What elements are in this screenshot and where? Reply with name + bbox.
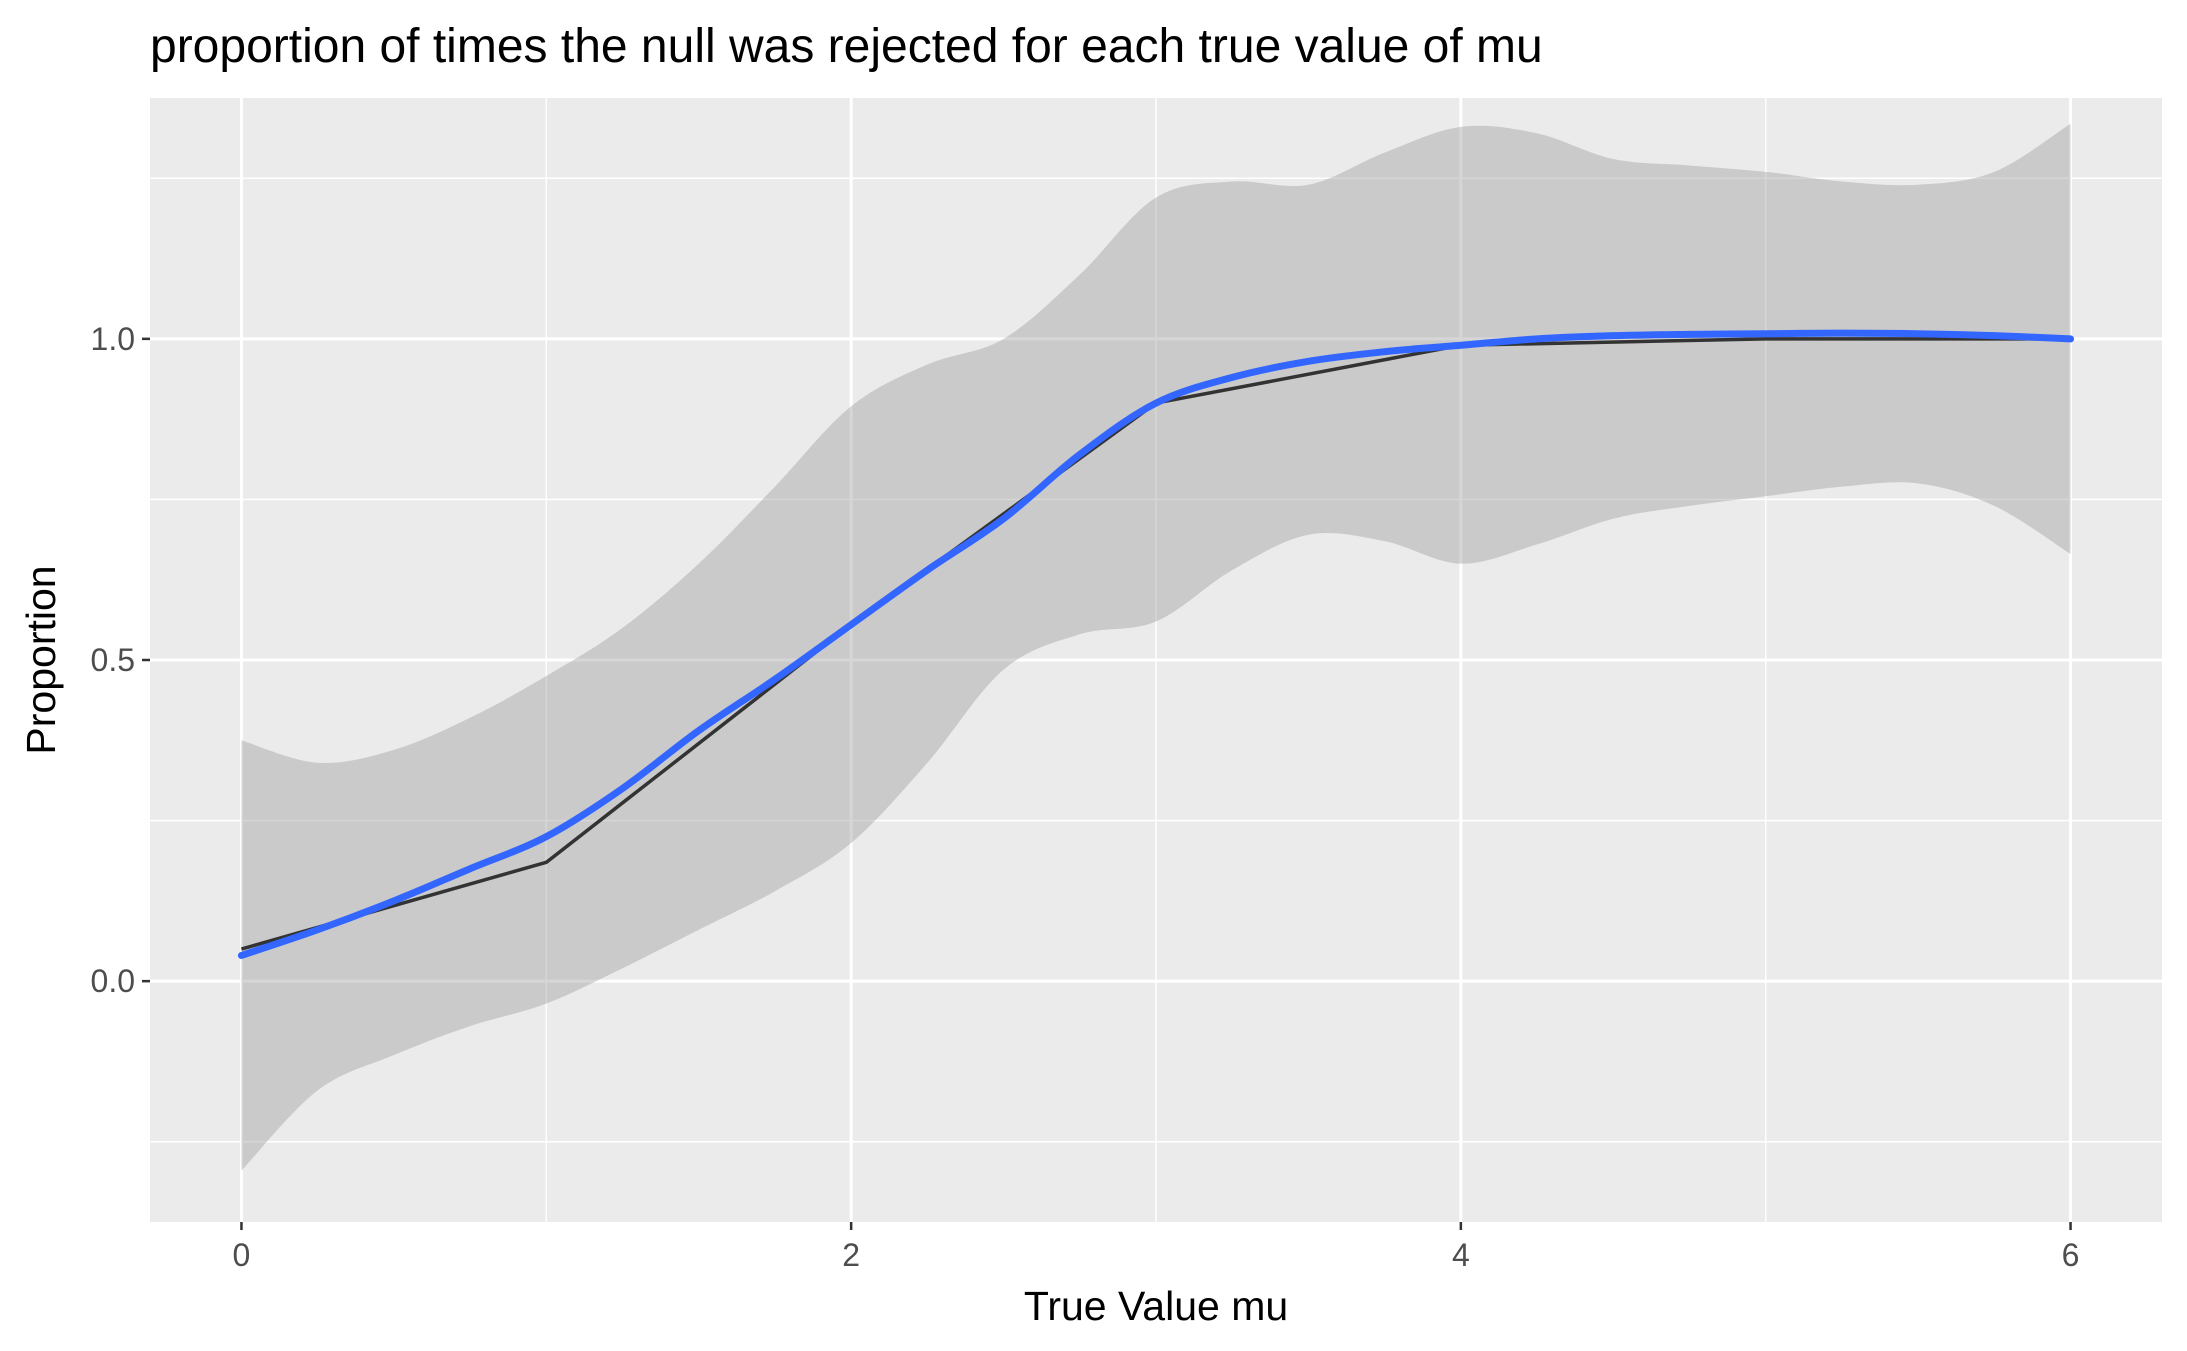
x-axis: 0 2 4 6	[233, 1222, 2080, 1273]
x-tick-label: 6	[2062, 1237, 2080, 1273]
y-tick-label: 1.0	[91, 321, 135, 357]
y-axis: 0.0 0.5 1.0	[91, 321, 150, 999]
smooth-line	[237, 329, 2075, 959]
smooth-line-layer	[237, 329, 2075, 959]
x-tick-label: 4	[1452, 1237, 1470, 1273]
y-tick-label: 0.5	[91, 642, 135, 678]
x-tick-label: 0	[233, 1237, 251, 1273]
y-axis-title: Proportion	[18, 565, 64, 754]
chart-title: proportion of times the null was rejecte…	[150, 20, 1543, 73]
confidence-band	[241, 123, 2071, 1171]
major-gridlines	[150, 98, 2162, 1222]
y-tick-label: 0.0	[91, 963, 135, 999]
confidence-band-layer	[241, 123, 2071, 1171]
x-tick-label: 2	[842, 1237, 860, 1273]
x-axis-title: True Value mu	[1024, 1283, 1288, 1329]
